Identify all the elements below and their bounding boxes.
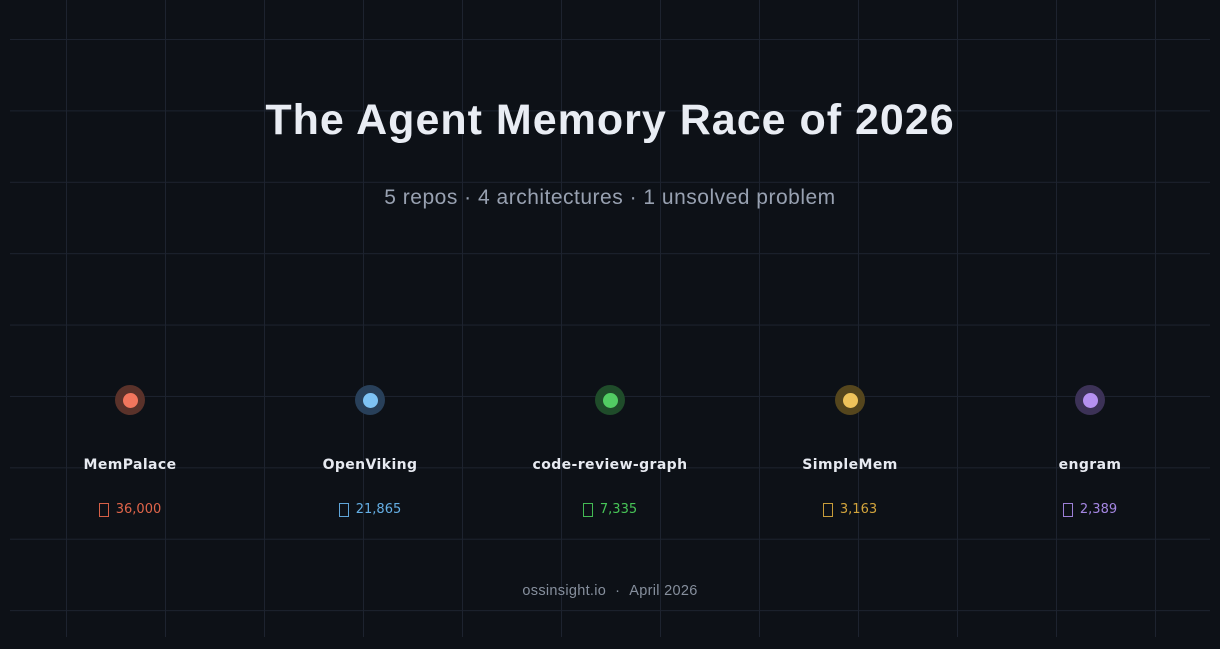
repo-marker-simplemem[interactable] (835, 385, 865, 415)
marker-dot-icon (1082, 392, 1098, 408)
marker-dot-icon (122, 392, 138, 408)
star-count-value: 21,865 (355, 502, 402, 517)
marker-dot-icon (842, 392, 858, 408)
repo-name: SimpleMem (802, 457, 898, 473)
star-icon (338, 503, 349, 517)
chart-title: The Agent Memory Race of 2026 (265, 96, 955, 144)
repo-name: engram (1058, 457, 1122, 473)
repo-star-count: 7,335 (582, 502, 638, 518)
repo-row: MemPalace 36,000 OpenViking 21,865 code-… (10, 385, 1210, 518)
marker-dot-icon (602, 392, 618, 408)
star-count-value: 7,335 (599, 502, 638, 517)
repo-star-count: 21,865 (338, 502, 402, 518)
star-count-value: 2,389 (1079, 502, 1118, 517)
repo-column-mempalace: MemPalace 36,000 (10, 385, 250, 518)
star-count-value: 36,000 (115, 502, 162, 517)
repo-column-simplemem: SimpleMem 3,163 (730, 385, 970, 518)
repo-star-count: 36,000 (98, 502, 162, 518)
footer-source-link[interactable]: ossinsight.io (522, 583, 607, 599)
repo-star-count: 2,389 (1062, 502, 1118, 518)
repo-marker-mempalace[interactable] (115, 385, 145, 415)
repo-name: MemPalace (83, 457, 177, 473)
chart-footer: ossinsight.io · April 2026 (0, 583, 1220, 600)
chart-subtitle: 5 repos · 4 architectures · 1 unsolved p… (384, 186, 836, 209)
footer-date: April 2026 (629, 583, 698, 599)
star-icon (822, 503, 833, 517)
footer-separator: · (615, 583, 621, 599)
star-icon (1062, 503, 1073, 517)
repo-name: code-review-graph (532, 457, 688, 473)
repo-column-engram: engram 2,389 (970, 385, 1210, 518)
repo-star-count: 3,163 (822, 502, 878, 518)
repo-column-openviking: OpenViking 21,865 (250, 385, 490, 518)
star-icon (98, 503, 109, 517)
marker-dot-icon (362, 392, 378, 408)
repo-marker-engram[interactable] (1075, 385, 1105, 415)
repo-marker-code-review-graph[interactable] (595, 385, 625, 415)
repo-name: OpenViking (322, 457, 418, 473)
repo-marker-openviking[interactable] (355, 385, 385, 415)
star-icon (582, 503, 593, 517)
repo-column-code-review-graph: code-review-graph 7,335 (490, 385, 730, 518)
star-count-value: 3,163 (839, 502, 878, 517)
